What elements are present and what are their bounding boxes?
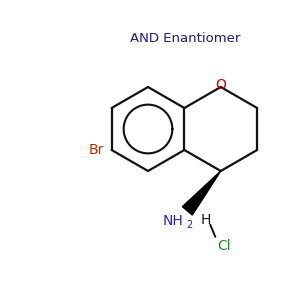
Text: H: H (200, 213, 211, 227)
Polygon shape (182, 171, 221, 215)
Text: NH: NH (163, 214, 183, 228)
Text: Br: Br (88, 143, 104, 157)
Text: Cl: Cl (217, 239, 231, 253)
Text: 2: 2 (186, 220, 193, 230)
Text: AND Enantiomer: AND Enantiomer (130, 33, 240, 46)
Text: O: O (215, 78, 226, 92)
